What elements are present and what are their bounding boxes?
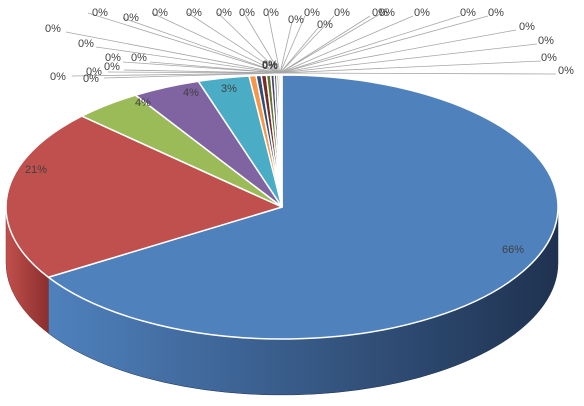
data-label-small-22: 0% (78, 38, 94, 50)
leader-line-4 (187, 12, 281, 74)
data-label-small-26: 0% (86, 66, 102, 78)
leader-line-27 (71, 72, 281, 77)
leader-line-26 (107, 71, 281, 74)
data-label-small-6: 0% (239, 7, 255, 19)
leader-line-22 (95, 46, 281, 74)
leader-line-2 (122, 17, 281, 74)
leader-line-16 (279, 15, 489, 74)
leader-line-12 (279, 15, 371, 74)
data-label-small-25: 0% (104, 61, 120, 73)
leader-line-11 (279, 15, 335, 74)
leader-line-7 (267, 12, 281, 74)
data-label-small-18: 0% (538, 35, 554, 47)
data-label-small-4: 0% (186, 7, 202, 19)
data-label-4: 4% (183, 87, 199, 99)
leader-line-20 (279, 72, 557, 75)
leader-line-9 (279, 15, 306, 74)
data-label-small-23: 0% (105, 52, 121, 64)
data-label-small-9: 0% (304, 7, 320, 19)
data-label-small-2: 0% (123, 12, 139, 24)
data-label-small-19: 0% (541, 52, 557, 64)
data-label-small-15: 0% (460, 7, 476, 19)
data-label-small-8: 0% (288, 14, 304, 26)
leader-line-28 (103, 72, 281, 79)
data-label-1: 66% (502, 244, 524, 256)
data-label-small-1: 0% (92, 7, 108, 19)
leader-line-5 (217, 12, 281, 74)
data-label-cluster: 0% (262, 60, 278, 72)
data-label-small-5: 0% (216, 7, 232, 19)
data-label-small-21: 0% (45, 23, 61, 35)
data-label-small-11: 0% (334, 7, 350, 19)
data-label-3: 4% (135, 97, 151, 109)
leader-line-17 (279, 29, 517, 74)
data-label-small-13: 0% (379, 7, 395, 19)
pie-slices (5, 74, 559, 340)
leader-line-21 (65, 31, 281, 74)
data-label-small-27: 0% (50, 71, 66, 83)
leader-line-13 (279, 13, 381, 74)
data-label-small-3: 0% (152, 7, 168, 19)
leader-line-29 (269, 63, 281, 74)
pie-slice-1 (47, 74, 559, 340)
pie-slice-2 (5, 115, 283, 279)
data-label-small-14: 0% (414, 7, 430, 19)
leader-line-8 (279, 21, 293, 74)
leader-lines (65, 12, 557, 79)
leader-line-19 (279, 60, 542, 74)
data-label-small-7: 0% (263, 7, 279, 19)
leader-line-6 (243, 12, 281, 74)
data-label-small-28: 0% (83, 73, 99, 85)
data-labels: 66%21%4%4% 3%0%0% 0% 0% 0% 0% 0% 0%0%0%0%0% 0%0%… (25, 7, 574, 256)
data-label-small-29: 0% (262, 59, 278, 71)
data-label-small-20: 0% (558, 65, 574, 77)
leader-line-24 (149, 61, 281, 74)
pie-slice-14 (279, 74, 283, 208)
leader-line-3 (151, 12, 281, 74)
leader-line-15 (279, 15, 461, 74)
data-label-small-16: 0% (488, 7, 504, 19)
leader-line-14 (279, 15, 414, 74)
leader-line-18 (279, 43, 538, 74)
data-label-small-17: 0% (519, 21, 535, 33)
data-label-small-12: 0% (372, 7, 388, 19)
data-label-small-10: 0% (317, 19, 333, 31)
leader-line-10 (279, 27, 319, 74)
data-label-5: 3% (221, 83, 237, 95)
leader-line-1 (87, 12, 281, 74)
data-label-2: 21% (25, 164, 47, 176)
data-label-small-24: 0% (131, 52, 147, 64)
